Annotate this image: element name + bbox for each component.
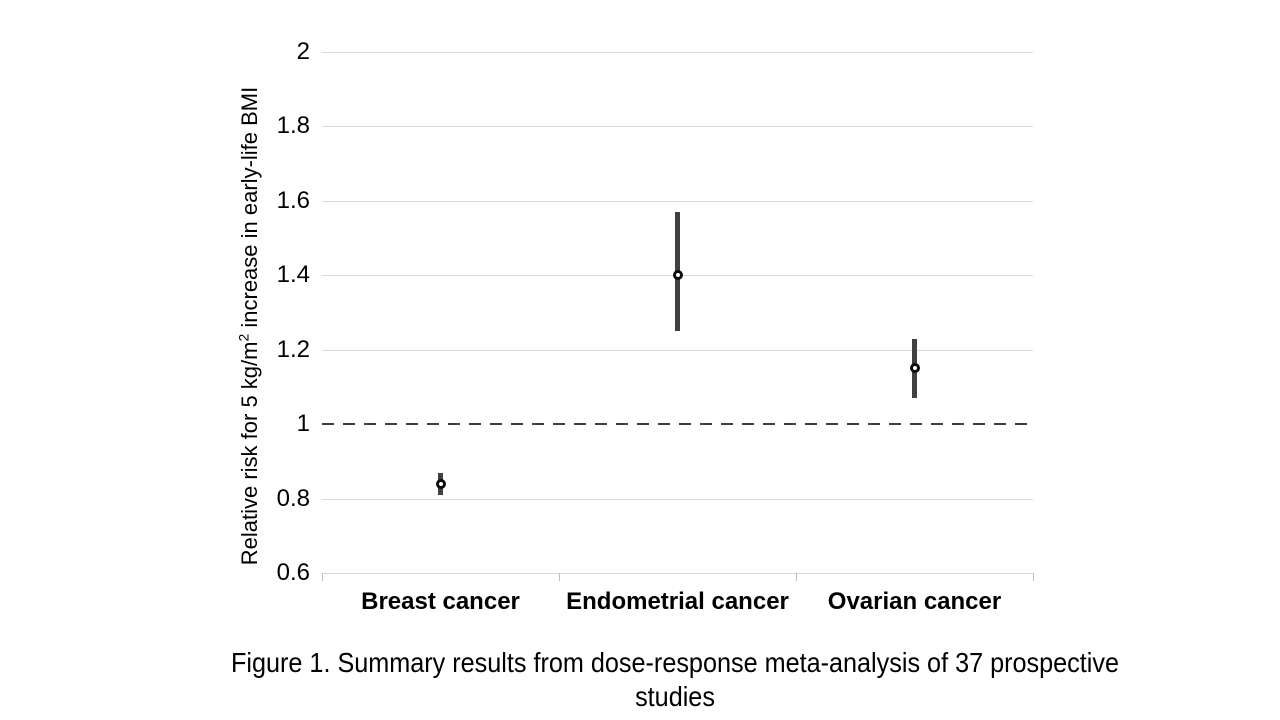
x-axis-line bbox=[322, 573, 1033, 574]
x-category-label: Endometrial cancer bbox=[566, 588, 789, 615]
y-gridline bbox=[322, 126, 1033, 128]
y-tick-label: 1.4 bbox=[276, 261, 310, 289]
x-axis-tick-mark bbox=[796, 573, 797, 581]
x-axis-tick-mark bbox=[559, 573, 560, 581]
point-marker bbox=[909, 363, 920, 374]
y-gridline bbox=[322, 349, 1033, 351]
y-axis-title-text-pre: Relative risk for 5 kg/m bbox=[237, 341, 262, 566]
y-gridline bbox=[322, 200, 1033, 202]
y-tick-label: 1.8 bbox=[276, 112, 310, 140]
y-tick-label: 1.6 bbox=[276, 186, 310, 214]
y-tick-label: 1 bbox=[296, 410, 310, 438]
x-category-label: Breast cancer bbox=[361, 588, 520, 615]
y-tick-label: 1.2 bbox=[276, 335, 310, 363]
reference-line bbox=[322, 423, 1033, 426]
y-tick-label: 0.8 bbox=[276, 484, 310, 512]
point-marker bbox=[435, 478, 446, 489]
x-category-label: Ovarian cancer bbox=[827, 588, 1002, 615]
point-marker bbox=[672, 270, 683, 281]
y-tick-label: 0.6 bbox=[276, 559, 310, 586]
y-tick-label: 2 bbox=[296, 38, 310, 65]
x-axis-tick-mark bbox=[322, 573, 323, 581]
figure-caption: Figure 1. Summary results from dose-resp… bbox=[231, 647, 1119, 712]
y-gridline bbox=[322, 52, 1033, 53]
y-gridline bbox=[322, 498, 1033, 500]
x-axis-tick-mark bbox=[1033, 573, 1034, 581]
